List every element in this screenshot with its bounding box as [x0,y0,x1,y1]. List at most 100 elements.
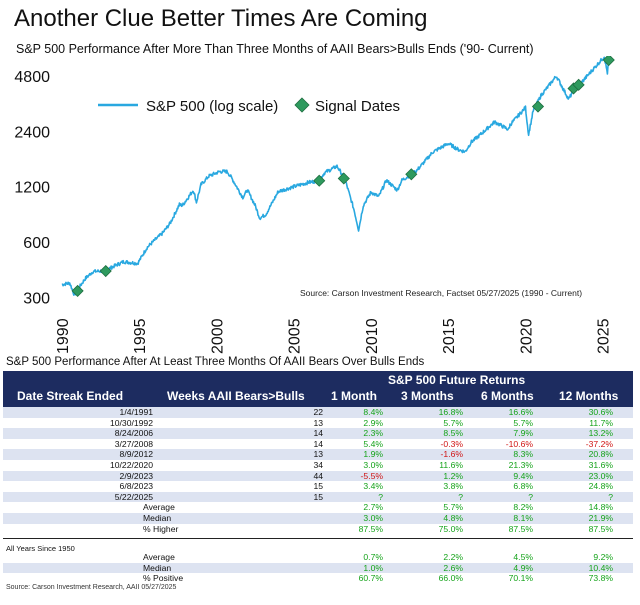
table-title: S&P 500 Performance After At Least Three… [6,356,425,368]
summary-6m: 8.1% [513,512,533,523]
cell-3m: 5.7% [443,417,463,428]
legend-marker-label: Signal Dates [315,98,400,115]
legend: S&P 500 (log scale) Signal Dates [98,97,400,115]
summary-12m: 87.5% [588,523,613,534]
sp500-line-chart: 300 600 1200 2400 4800 1990 1995 2000 2005 2010 20… [14,56,615,354]
cell-weeks: 34 [313,459,323,470]
x-tick-label: 2000 [209,318,226,354]
table-summary: Average 2.7% 5.7% 8.2% 14.8% Median 3.0% 4.8% 8.… [3,502,633,534]
summary-row: Median 1.0% 2.6% 4.9% 10.4% [3,562,633,574]
summary-label: Average [143,552,175,562]
cell-12m: -37.2% [585,438,613,449]
summary-3m: 2.2% [443,552,463,562]
signal-date-marker [531,100,545,113]
cell-6m: 8.3% [513,449,533,460]
summary-6m: 87.5% [508,523,533,534]
x-tick-label: 2015 [441,318,458,354]
y-tick-label: 1200 [14,180,50,197]
cell-1m: 8.4% [363,407,383,417]
cell-date: 8/9/2012 [119,449,153,460]
signal-date-marker [572,78,585,91]
y-tick-label: 4800 [14,69,50,86]
cell-weeks: 14 [313,428,323,439]
summary-12m: 10.4% [588,562,613,573]
chart-subtitle: S&P 500 Performance After More Than Thre… [16,42,534,56]
cell-weeks: 13 [313,449,323,460]
summary-6m: 4.5% [513,552,533,562]
all-years-block: Average 0.7% 2.2% 4.5% 9.2% Median 1.0% 2.6% 4.9… [3,552,633,584]
summary-row: Average 0.7% 2.2% 4.5% 9.2% [3,552,633,563]
returns-table: S&P 500 Future Returns Date Streak Ended… [3,371,633,534]
cell-date: 10/22/2020 [109,459,153,470]
cell-date: 5/22/2025 [114,491,153,502]
cell-6m: 21.3% [508,459,533,470]
cell-12m: ? [608,491,613,502]
cell-3m: -0.3% [440,438,463,449]
cell-3m: 11.6% [439,459,463,470]
y-tick-label: 600 [23,235,50,252]
cell-3m: 8.5% [443,428,463,439]
summary-label: Median [143,512,172,523]
cell-12m: 13.2% [588,428,613,439]
signal-date-marker [405,168,418,181]
x-tick-label: 2020 [518,318,535,354]
col-3m-header: 3 Months [401,389,454,403]
table-source-note: Source: Carson Investment Research, AAII… [6,584,177,591]
cell-weeks: 14 [313,438,323,449]
cell-date: 1/4/1991 [119,407,153,417]
table-header: S&P 500 Future Returns Date Streak Ended… [3,371,633,407]
cell-date: 10/30/1992 [109,417,153,428]
table-row: 10/30/1992 13 2.9% 5.7% 5.7% 11.7% [3,418,633,429]
summary-3m: 2.6% [443,562,463,573]
summary-3m: 4.8% [443,512,463,523]
summary-row: Average 2.7% 5.7% 8.2% 14.8% [3,502,633,513]
summary-3m: 75.0% [438,523,463,534]
col-date-header: Date Streak Ended [17,389,124,403]
cell-3m: ? [458,491,463,502]
table-row: 6/8/2023 15 3.4% 3.8% 6.8% 24.8% [3,481,633,492]
summary-12m: 9.2% [593,552,613,562]
cell-1m: ? [378,491,383,502]
legend-line-label: S&P 500 (log scale) [146,98,278,115]
cell-weeks: 13 [313,417,323,428]
cell-date: 6/8/2023 [119,481,153,492]
y-tick-label: 2400 [14,124,50,141]
cell-6m: -10.6% [505,438,533,449]
signal-date-marker [99,264,112,278]
table-row: 8/24/2006 14 2.3% 8.5% 7.9% 13.2% [3,428,633,439]
signal-date-marker [313,174,326,187]
cell-12m: 20.8% [588,449,613,460]
x-tick-label: 1990 [55,318,72,354]
summary-label: % Positive [143,573,184,584]
cell-weeks: 15 [313,491,323,502]
summary-1m: 87.5% [358,523,383,534]
cell-1m: 5.4% [363,438,383,449]
cell-1m: 2.9% [363,417,383,428]
table-row: 8/9/2012 13 1.9% -1.6% 8.3% 20.8% [3,449,633,460]
summary-1m: 2.7% [363,502,383,513]
cell-3m: -1.6% [440,449,463,460]
chart-title: Another Clue Better Times Are Coming [14,5,428,32]
y-tick-label: 300 [23,291,50,308]
summary-1m: 3.0% [363,512,383,523]
summary-12m: 73.8% [588,573,613,584]
summary-label: % Higher [143,523,179,534]
cell-1m: 2.3% [363,428,383,439]
cell-6m: 16.6% [508,407,533,417]
summary-1m: 0.7% [363,552,383,562]
cell-3m: 3.8% [443,481,463,492]
cell-3m: 1.2% [443,470,463,481]
x-tick-label: 2010 [364,318,381,354]
summary-1m: 60.7% [358,573,383,584]
cell-12m: 24.8% [588,481,613,492]
col-6m-header: 6 Months [481,389,534,403]
x-tick-label: 2025 [596,318,613,354]
summary-6m: 8.2% [513,502,533,513]
table-row: 2/9/2023 44 -5.5% 1.2% 9.4% 23.0% [3,470,633,482]
cell-date: 3/27/2008 [114,438,153,449]
summary-3m: 5.7% [443,502,463,513]
summary-6m: 4.9% [513,562,533,573]
section-divider [3,538,633,539]
cell-weeks: 44 [313,470,323,481]
signal-date-marker [71,284,84,297]
